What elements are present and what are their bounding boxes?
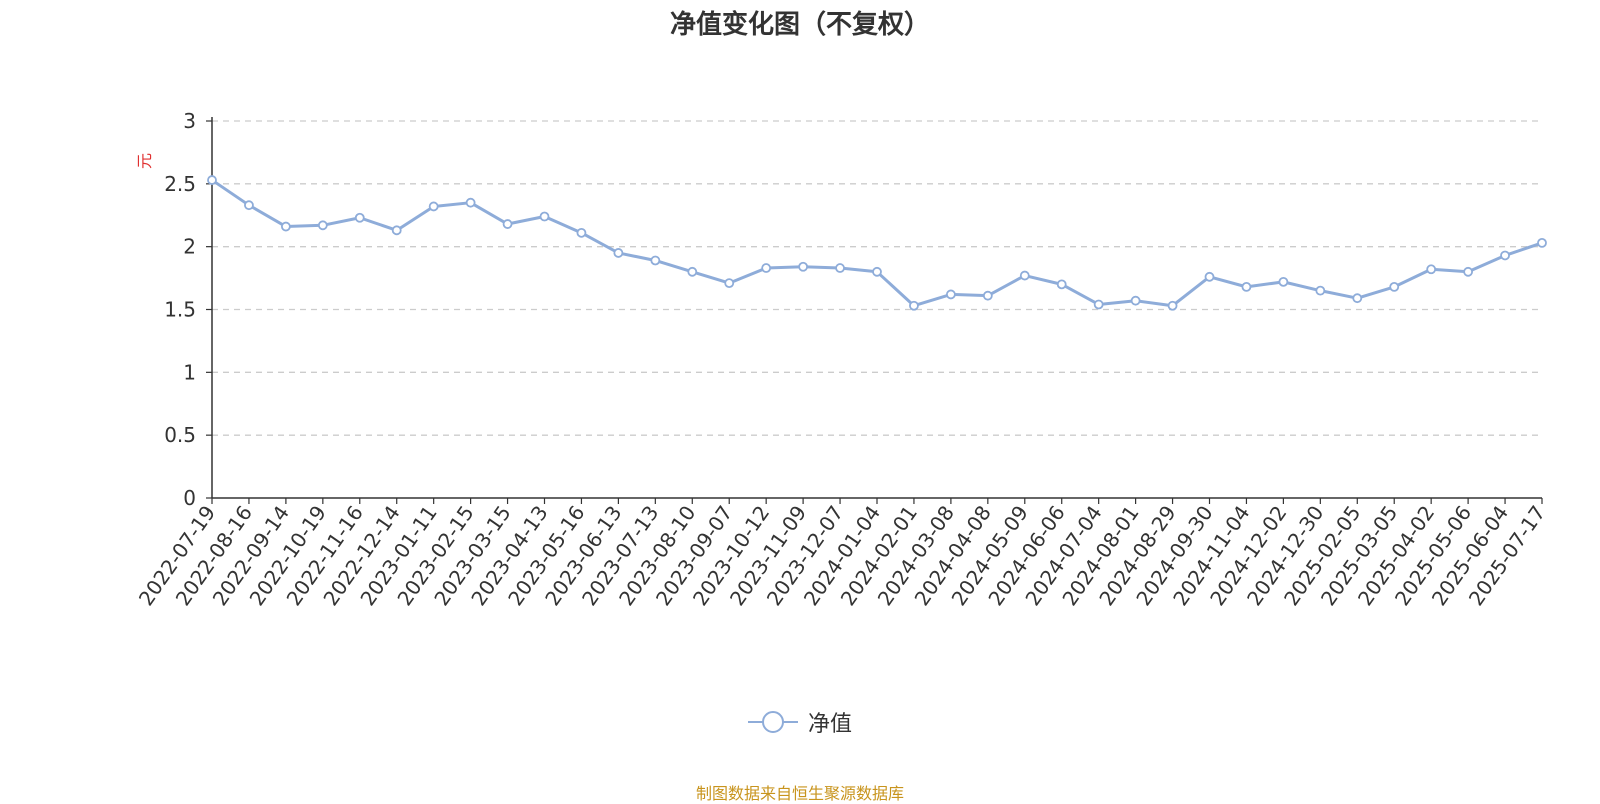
data-point xyxy=(317,220,328,231)
data-point xyxy=(1093,299,1104,310)
data-point xyxy=(1426,264,1437,275)
data-point xyxy=(502,219,513,229)
data-point xyxy=(1315,285,1326,296)
data-point xyxy=(945,289,956,300)
data-point xyxy=(1389,281,1400,292)
y-tick-label: 1.5 xyxy=(164,298,196,322)
y-axis-label: 元 xyxy=(135,153,154,169)
data-point xyxy=(1204,271,1215,282)
data-point xyxy=(872,266,882,277)
grid-layer xyxy=(212,120,1542,436)
data-point xyxy=(354,212,365,223)
data-point xyxy=(428,201,439,212)
data-point xyxy=(798,261,809,272)
data-point xyxy=(539,211,550,222)
data-point xyxy=(576,227,587,238)
data-point xyxy=(724,278,735,289)
data-point xyxy=(687,266,698,277)
data-point xyxy=(1130,295,1141,306)
y-tick-label: 0.5 xyxy=(164,423,196,447)
data-point xyxy=(761,263,772,273)
data-point xyxy=(244,200,254,211)
data-point xyxy=(1537,237,1547,248)
legend-line-icon xyxy=(748,711,798,733)
data-point xyxy=(1056,279,1067,290)
data-point xyxy=(909,300,919,311)
data-source-note: 制图数据来自恒生聚源数据库 xyxy=(695,784,904,803)
legend[interactable]: 净值 xyxy=(748,706,852,738)
y-tick-label: 1 xyxy=(183,360,196,384)
data-point xyxy=(613,248,624,258)
data-point xyxy=(1167,300,1178,311)
data-point xyxy=(1500,250,1510,261)
y-tick-label: 0 xyxy=(183,486,196,510)
data-point xyxy=(280,221,291,232)
y-tick-label: 2 xyxy=(183,235,196,259)
series-layer xyxy=(207,175,1547,311)
data-point xyxy=(835,263,845,273)
data-point xyxy=(650,255,661,266)
data-point xyxy=(1019,270,1030,281)
legend-label: 净值 xyxy=(808,712,853,737)
chart-title: 净值变化图（不复权） xyxy=(669,10,930,40)
data-point xyxy=(982,290,993,301)
data-point xyxy=(207,175,217,185)
data-point xyxy=(1352,293,1363,304)
y-tick-label: 3 xyxy=(183,109,196,133)
data-point xyxy=(1463,266,1474,277)
y-tick-label: 2.5 xyxy=(164,172,196,196)
data-point xyxy=(1241,281,1252,292)
data-point xyxy=(1278,276,1289,287)
data-point xyxy=(391,225,402,236)
series-line xyxy=(210,178,1544,308)
data-point xyxy=(465,197,476,208)
